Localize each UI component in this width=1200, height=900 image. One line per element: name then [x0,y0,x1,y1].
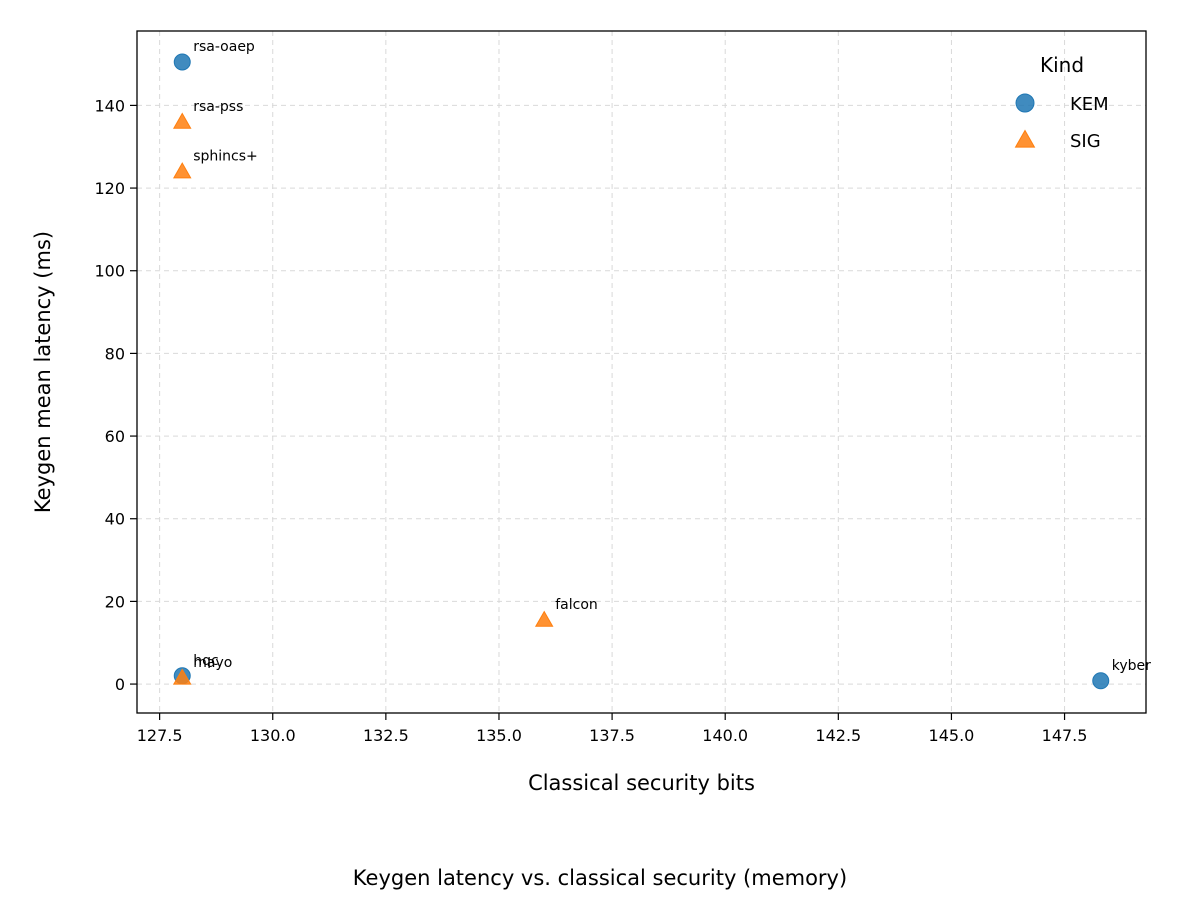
point-labels: rsa-oaep hqc kyber rsa-pss sphincs+ mayo falco… [193,39,1151,674]
y-axis-label: Keygen mean latency (ms) [31,231,55,513]
y-tick-label: 20 [105,592,125,611]
sig-point-sphincs- [172,162,192,179]
x-axis-label: Classical security bits [528,771,755,795]
x-tick-label: 135.0 [476,726,522,745]
y-tick-label: 80 [105,344,125,363]
point-label-mayo: mayo [193,655,232,671]
axis-ticks: 127.5 130.0 132.5 135.0 137.5 140.0 142.5 145.0… [94,96,1087,745]
y-tick-label: 100 [94,262,125,281]
x-tick-label: 140.0 [702,726,748,745]
legend-label-kem: KEM [1070,94,1109,115]
sig-point-rsa-pss [172,112,192,129]
x-tick-label: 145.0 [929,726,975,745]
plot-frame [136,30,1147,714]
y-tick-label: 0 [115,675,125,694]
legend-label-sig: SIG [1070,131,1101,152]
legend-marker-kem [1015,93,1035,113]
point-label-hqc: hqc [193,653,218,669]
y-tick-label: 140 [94,96,125,115]
point-label-kyber: kyber [1112,658,1151,674]
point-label-sphincs-: sphincs+ [193,149,258,165]
x-tick-label: 137.5 [589,726,635,745]
sig-point-falcon [534,610,554,627]
legend-title: Kind [1040,53,1084,77]
y-tick-label: 40 [105,510,125,529]
data-points [172,53,1110,690]
x-tick-label: 127.5 [137,726,183,745]
kem-point-kyber [1092,672,1110,690]
y-tick-label: 60 [105,427,125,446]
legend-marker-sig [1014,129,1036,148]
legend: Kind KEM SIG [1014,53,1109,152]
point-label-rsa-pss: rsa-pss [193,99,243,115]
figure-caption: Keygen latency vs. classical security (m… [352,866,848,890]
sig-point-mayo [172,668,192,685]
point-label-rsa-oaep: rsa-oaep [193,39,255,55]
kem-point-rsa-oaep [173,53,191,71]
y-tick-label: 120 [94,179,125,198]
x-tick-label: 142.5 [815,726,861,745]
grid [137,31,1146,713]
x-tick-label: 147.5 [1042,726,1088,745]
point-label-falcon: falcon [555,597,598,613]
x-tick-label: 132.5 [363,726,409,745]
x-tick-label: 130.0 [250,726,296,745]
